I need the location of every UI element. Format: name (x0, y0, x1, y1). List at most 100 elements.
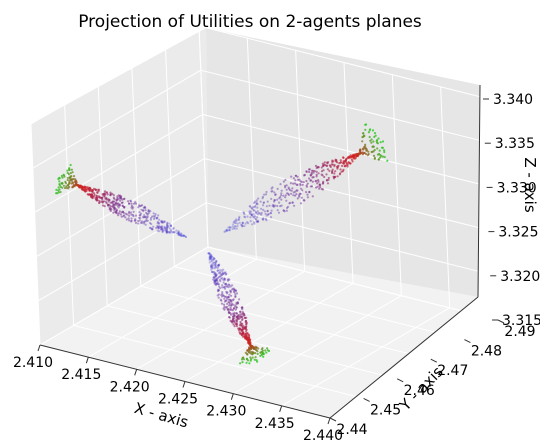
yz-plane-point (145, 219, 148, 223)
yz-plane-point (152, 212, 155, 215)
xy-plane-point (224, 271, 227, 274)
yz-plane-point (115, 198, 118, 201)
yz-plane-point (130, 206, 133, 209)
xy-plane-point (215, 282, 218, 285)
xy-plane-point (214, 265, 217, 269)
xy-plane-point (213, 281, 216, 284)
xy-plane-point (215, 273, 218, 276)
xz-plane-point (282, 209, 285, 212)
yz-plane-point (67, 173, 70, 176)
yz-plane-point (95, 188, 98, 192)
xz-plane-point (311, 195, 314, 198)
yz-plane-point (98, 201, 101, 204)
yz-plane-point (182, 234, 185, 237)
y-axis-line (329, 296, 479, 419)
yz-plane-point (137, 206, 140, 209)
xz-plane-point (234, 219, 237, 222)
grid-line-x-back (440, 86, 451, 308)
xz-plane-point (299, 182, 302, 186)
xz-plane-point (376, 147, 379, 150)
yz-plane-point (154, 214, 157, 217)
xz-plane-point (342, 156, 345, 159)
xz-plane-point (250, 213, 253, 216)
xy-plane-point (210, 257, 213, 260)
yz-plane-point (143, 214, 146, 217)
xz-plane-point (383, 155, 386, 159)
yz-plane-point (172, 226, 175, 230)
xy-plane-point (227, 278, 230, 281)
xy-plane-point (251, 356, 254, 359)
yz-plane-point (165, 231, 168, 234)
yz-plane-point (144, 209, 147, 212)
yz-plane-point (151, 215, 154, 218)
yz-plane-point (130, 204, 133, 207)
xz-plane-point (266, 209, 269, 212)
grid-line-z-back (207, 246, 499, 321)
yz-plane-point (169, 224, 173, 228)
grid-line-x-floor (329, 319, 499, 419)
xy-plane-point (214, 263, 217, 266)
grid-line-y-floor (73, 324, 364, 399)
xy-plane-point (226, 296, 229, 299)
yz-plane-point (149, 218, 152, 221)
xz-plane-point (232, 221, 235, 224)
xy-plane-point (224, 299, 227, 302)
xy-plane-point (239, 332, 242, 335)
xz-plane-point (295, 193, 298, 196)
xy-plane-point (214, 280, 217, 283)
grid-line-z-left (34, 113, 203, 213)
xz-plane-point (265, 214, 268, 217)
yz-plane-point (132, 202, 136, 205)
yz-plane-point (117, 212, 121, 215)
yz-plane-point (132, 215, 135, 218)
xy-plane-point (212, 261, 216, 264)
xy-plane-point (247, 338, 250, 341)
xz-plane-point (331, 159, 334, 162)
grid-line-x-back (391, 74, 402, 296)
xy-plane-point (210, 266, 213, 269)
xz-plane-point (269, 212, 272, 215)
xz-plane-point (327, 176, 330, 180)
xy-plane-point (220, 273, 223, 276)
xz-plane-point (294, 179, 297, 182)
xz-plane-point (262, 208, 265, 211)
xy-plane-point (212, 263, 215, 266)
xy-plane-point (214, 262, 217, 265)
yz-plane-point (172, 231, 175, 234)
xy-plane-point (213, 282, 216, 286)
xy-plane-point (240, 324, 243, 327)
xz-plane-point (365, 149, 368, 152)
grid-line-x-back (295, 50, 306, 272)
xz-plane-point (333, 175, 336, 178)
xy-plane-point (253, 358, 256, 361)
xz-plane-point (318, 184, 321, 187)
xz-plane-point (255, 220, 258, 223)
yz-plane-point (61, 176, 64, 179)
yz-plane-point (76, 184, 79, 187)
xz-plane-point (272, 205, 275, 208)
xz-plane-point (241, 225, 244, 228)
yz-plane-point (63, 186, 67, 190)
xy-plane-point (239, 362, 242, 365)
xy-plane-point (217, 276, 220, 279)
xy-plane-point (210, 258, 213, 261)
xy-plane-point (228, 284, 231, 287)
yz-plane-point (155, 217, 159, 220)
yz-plane-point (184, 235, 187, 239)
yz-plane-point (161, 227, 164, 230)
xy-plane-point (217, 289, 220, 292)
yz-plane-point (123, 205, 126, 208)
xz-plane-point (367, 131, 370, 134)
xy-plane-point (230, 300, 233, 303)
xz-plane-point (371, 129, 375, 132)
xy-plane-point (219, 280, 222, 283)
yz-plane-point (143, 205, 146, 208)
xy-plane-point (213, 275, 216, 279)
xz-plane-point (325, 164, 329, 167)
yz-plane-point (134, 202, 138, 205)
yz-plane-point (148, 221, 152, 225)
xy-plane-point (235, 319, 238, 322)
xz-plane-point (284, 194, 287, 197)
xz-plane-point (361, 140, 364, 143)
